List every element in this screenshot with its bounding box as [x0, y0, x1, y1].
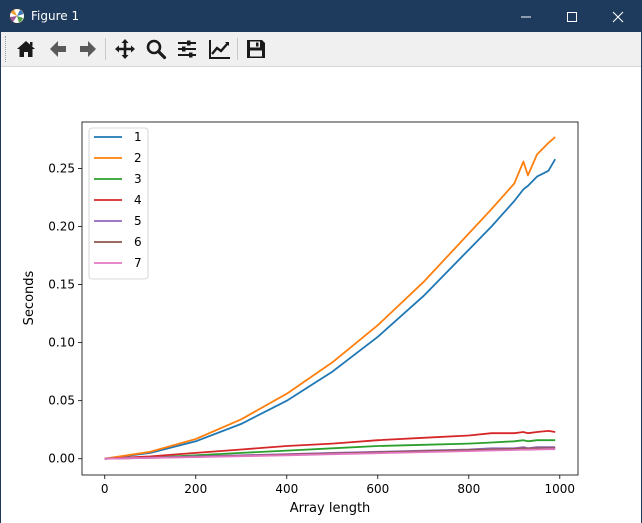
maximize-icon: [567, 12, 577, 22]
close-icon: [612, 11, 624, 23]
zoom-icon: [146, 39, 167, 60]
pan-icon: [115, 39, 135, 59]
x-tick-label: 0: [101, 482, 109, 496]
series-line-4: [104, 429, 556, 460]
x-tick-label: 400: [275, 482, 298, 496]
save-icon: [247, 40, 265, 58]
configure-subplots-button[interactable]: [173, 36, 201, 62]
legend-label-3: 3: [134, 172, 142, 186]
legend-label-1: 1: [134, 130, 142, 144]
x-axis: 0 200 400 600 800 1000: [101, 475, 575, 496]
axes-background: [82, 122, 578, 475]
toolbar-grip[interactable]: [5, 36, 9, 62]
x-tick-label: 600: [366, 482, 389, 496]
y-tick-label: 0.05: [48, 394, 75, 408]
maximize-button[interactable]: [549, 1, 595, 32]
zoom-button[interactable]: [142, 36, 170, 62]
axes-frame: [81, 121, 579, 476]
pan-button[interactable]: [111, 36, 139, 62]
matplotlib-logo-icon: [9, 8, 25, 24]
home-button[interactable]: [12, 36, 40, 62]
series-line-3: [104, 439, 556, 460]
series-layer: [104, 136, 556, 460]
toolbar-separator: [237, 38, 238, 60]
y-tick-label: 0.00: [48, 452, 75, 466]
legend-label-4: 4: [134, 193, 142, 207]
legend-label-2: 2: [134, 151, 142, 165]
toolbar-separator: [105, 38, 106, 60]
forward-button[interactable]: [74, 36, 102, 62]
back-icon: [50, 41, 66, 57]
title-bar[interactable]: Figure 1: [1, 1, 641, 32]
y-axis: 0.00 0.05 0.10 0.15 0.20 0.25: [48, 161, 82, 466]
legend-label-5: 5: [134, 214, 142, 228]
y-tick-label: 0.25: [48, 161, 75, 175]
navigation-toolbar: [1, 32, 641, 67]
y-tick-label: 0.20: [48, 220, 75, 234]
legend-label-6: 6: [134, 235, 142, 249]
legend: 1 2 3 4 5 6 7: [88, 127, 149, 280]
series-line-2: [104, 136, 556, 460]
x-tick-label: 800: [457, 482, 480, 496]
y-tick-label: 0.15: [48, 278, 75, 292]
y-tick-label: 0.10: [48, 336, 75, 350]
home-icon: [17, 41, 35, 57]
x-tick-label: 1000: [545, 482, 576, 496]
minimize-icon: [521, 16, 531, 18]
series-line-7: [104, 448, 556, 460]
series-line-1: [104, 158, 556, 460]
close-button[interactable]: [595, 1, 641, 32]
x-axis-label: Array length: [290, 501, 371, 516]
edit-axis-icon: [209, 40, 230, 59]
edit-axis-button[interactable]: [205, 36, 233, 62]
configure-subplots-icon: [178, 40, 196, 58]
forward-icon: [80, 41, 96, 57]
legend-label-7: 7: [134, 256, 142, 270]
x-tick-label: 200: [184, 482, 207, 496]
window-title: Figure 1: [31, 9, 80, 23]
y-axis-label: Seconds: [22, 270, 37, 325]
minimize-button[interactable]: [503, 1, 549, 32]
line-chart[interactable]: 0 200 400 600 800 1000 0.000.050.100.150.200.…: [1, 67, 641, 523]
save-button[interactable]: [242, 36, 270, 62]
figure-canvas[interactable]: 0 200 400 600 800 1000 0.00 0.05 0.10 0.15 0.20 0.…: [1, 67, 641, 523]
back-button[interactable]: [44, 36, 72, 62]
